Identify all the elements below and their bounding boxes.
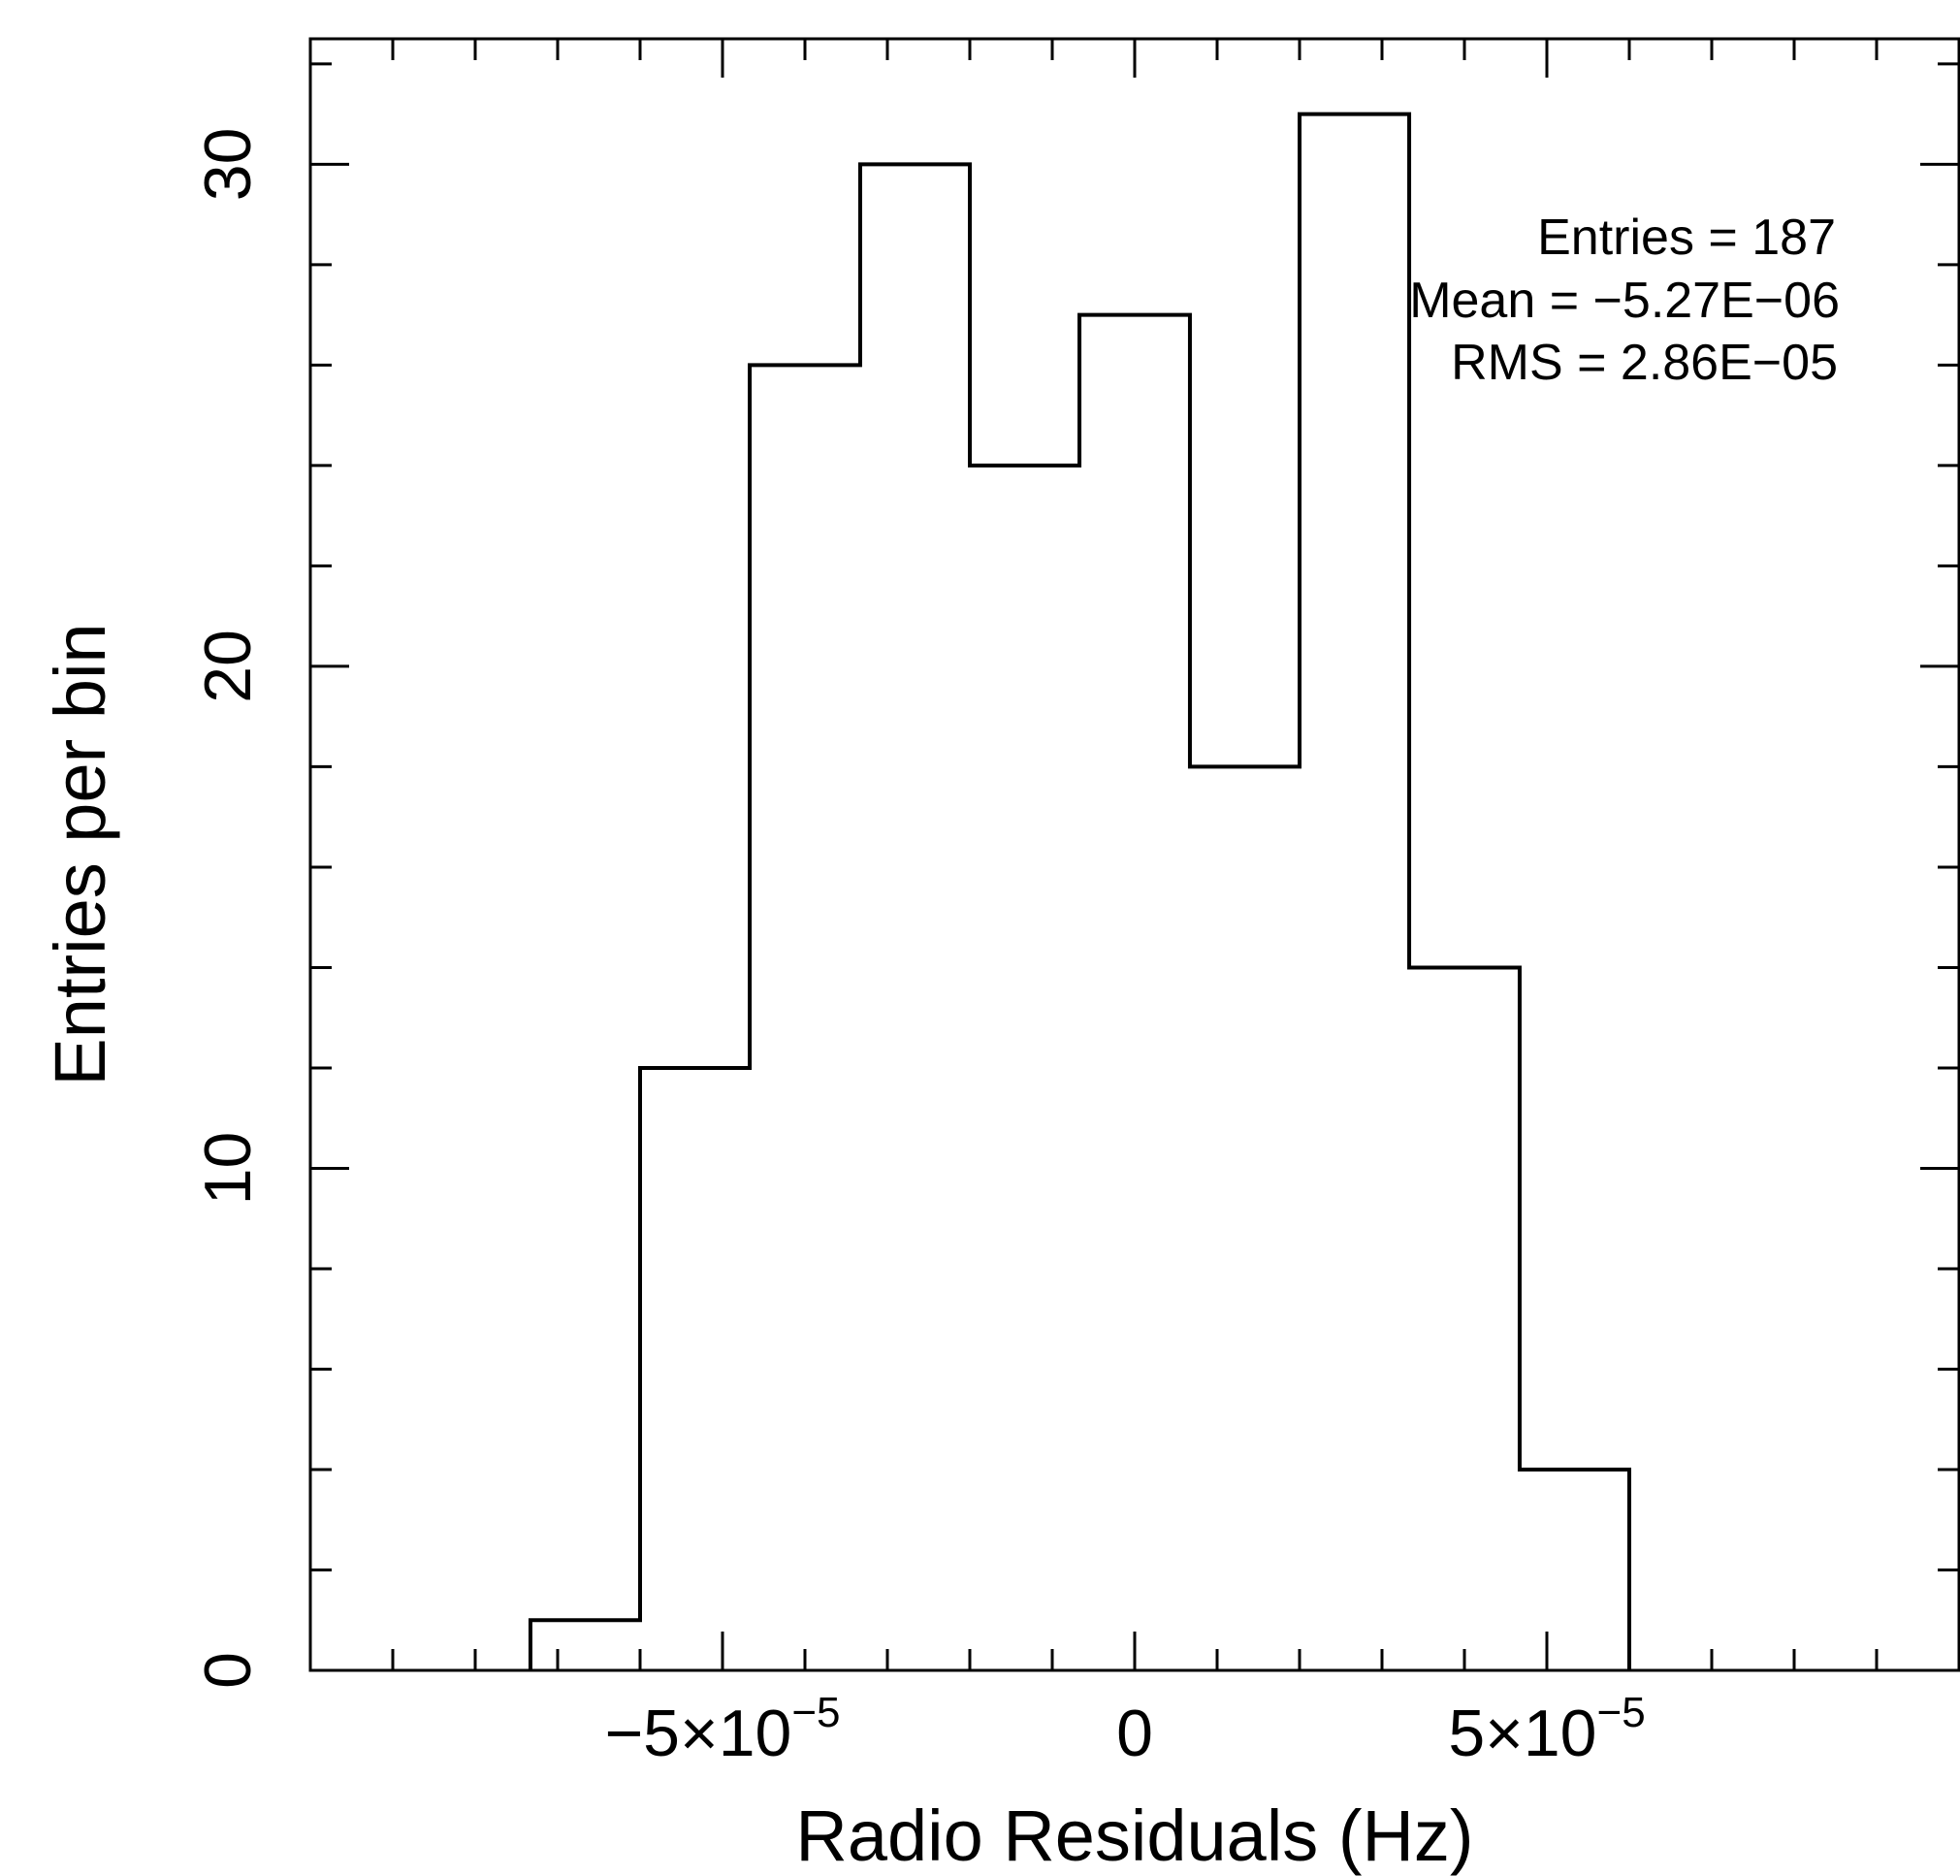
y-tick-labels: 0 10 20 30 — [191, 128, 265, 1689]
stats-box: Entries = 187 Mean = −5.27E−06 RMS = 2.8… — [1409, 210, 1840, 391]
y-tick-label: 20 — [191, 630, 265, 703]
stats-rms: RMS = 2.86E−05 — [1451, 335, 1838, 391]
x-tick-labels: −5×10−5 0 5×10−5 — [604, 1689, 1645, 1770]
stats-entries: Entries = 187 — [1537, 210, 1836, 266]
histogram-step-line — [528, 112, 1631, 1670]
axis-ticks — [308, 39, 1960, 1672]
x-tick-label: 0 — [1116, 1697, 1153, 1770]
y-tick-label: 0 — [191, 1652, 265, 1689]
y-tick-label: 10 — [191, 1132, 265, 1206]
x-tick-label: 5×10−5 — [1448, 1689, 1645, 1770]
stats-mean: Mean = −5.27E−06 — [1409, 273, 1840, 329]
x-axis-title: Radio Residuals (Hz) — [795, 1795, 1473, 1876]
y-tick-label: 30 — [191, 128, 265, 202]
y-axis-title: Entries per bin — [40, 623, 120, 1085]
x-tick-label: −5×10−5 — [604, 1689, 840, 1770]
